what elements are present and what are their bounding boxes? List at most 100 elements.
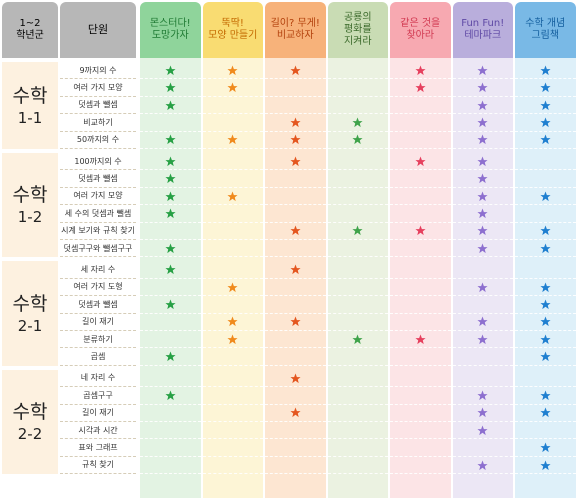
row-divider bbox=[390, 277, 451, 279]
row-divider bbox=[140, 78, 201, 80]
unit-name: 규칙 찾기 bbox=[82, 460, 114, 470]
row-divider bbox=[265, 239, 326, 240]
row-divider bbox=[515, 256, 576, 258]
row-divider bbox=[265, 403, 326, 405]
star-mark bbox=[477, 334, 488, 344]
product-header: 수학 개념 그림책 bbox=[515, 2, 576, 58]
row-divider bbox=[265, 256, 326, 258]
row-divider bbox=[265, 78, 326, 80]
star-mark bbox=[540, 299, 551, 309]
unit-name: 덧셈과 뺄셈 bbox=[78, 100, 118, 110]
term: 2-2 bbox=[17, 424, 43, 443]
row-divider bbox=[390, 421, 451, 422]
row-divider bbox=[265, 204, 326, 206]
star-mark bbox=[477, 407, 488, 418]
row-divider bbox=[515, 455, 576, 457]
product-header: 몬스터다! 도망가자 bbox=[140, 2, 201, 58]
row-divider bbox=[452, 330, 513, 331]
star-mark bbox=[227, 82, 238, 93]
row-divider bbox=[515, 295, 576, 297]
row-divider bbox=[140, 277, 201, 279]
row-divider bbox=[390, 386, 451, 388]
star-mark bbox=[540, 190, 551, 201]
unit-name: 길이 재기 bbox=[82, 408, 114, 418]
row-divider bbox=[265, 130, 326, 132]
star-mark bbox=[227, 65, 238, 75]
star-mark bbox=[352, 117, 363, 127]
row-divider bbox=[140, 403, 201, 405]
row-divider bbox=[140, 455, 201, 457]
unit-name: 시각과 시간 bbox=[78, 425, 118, 435]
grade-cell: 수학 1-1 bbox=[2, 62, 58, 149]
unit-name: 표와 그래프 bbox=[78, 443, 118, 453]
row-divider bbox=[202, 239, 263, 240]
star-mark bbox=[540, 225, 551, 236]
row-divider bbox=[515, 239, 576, 240]
row-divider bbox=[140, 312, 201, 314]
star-mark bbox=[290, 117, 301, 127]
unit-cell: 네 자리 수 bbox=[60, 369, 136, 388]
row-divider bbox=[327, 256, 388, 258]
row-divider bbox=[140, 239, 201, 240]
row-divider bbox=[515, 421, 576, 422]
unit-cell: 여러 가지 모양 bbox=[60, 79, 136, 97]
star-mark bbox=[540, 316, 551, 327]
star-mark bbox=[415, 156, 426, 166]
row-divider bbox=[202, 256, 263, 258]
star-mark bbox=[540, 82, 551, 93]
unit-cell: 시각과 시간 bbox=[60, 422, 136, 440]
row-divider bbox=[327, 277, 388, 279]
row-divider bbox=[265, 221, 326, 223]
star-mark bbox=[477, 208, 488, 218]
row-divider bbox=[390, 113, 451, 115]
row-divider bbox=[327, 455, 388, 457]
star-mark bbox=[477, 225, 488, 236]
subject: 수학 bbox=[12, 84, 48, 107]
star-mark bbox=[165, 82, 176, 93]
subject: 수학 bbox=[12, 184, 48, 207]
row-divider bbox=[327, 204, 388, 206]
row-divider bbox=[390, 204, 451, 206]
row-divider bbox=[202, 169, 263, 171]
row-divider bbox=[452, 295, 513, 297]
unit-cell: 100까지의 수 bbox=[60, 153, 136, 171]
row-divider bbox=[515, 347, 576, 349]
row-divider bbox=[140, 438, 201, 440]
row-divider bbox=[140, 113, 201, 115]
row-divider bbox=[515, 364, 576, 366]
product-header: 같은 것을 찾아라 bbox=[390, 2, 451, 58]
row-divider bbox=[390, 78, 451, 80]
unit-cell: 여러 가지 도형 bbox=[60, 278, 136, 297]
header-text: 뚝딱! bbox=[221, 18, 244, 29]
row-divider bbox=[202, 312, 263, 314]
unit-cell: 분류하기 bbox=[60, 331, 136, 349]
row-divider bbox=[327, 113, 388, 115]
row-divider bbox=[202, 204, 263, 206]
star-mark bbox=[540, 134, 551, 145]
row-divider bbox=[452, 130, 513, 132]
grade-cell: 수학 2-2 bbox=[2, 369, 58, 475]
unit-name: 비교하기 bbox=[83, 117, 113, 127]
row-divider bbox=[202, 148, 263, 149]
header-text: 지켜라 bbox=[343, 36, 372, 47]
row-divider bbox=[140, 169, 201, 171]
star-mark bbox=[165, 156, 176, 166]
star-mark bbox=[477, 156, 488, 166]
row-divider bbox=[390, 438, 451, 440]
row-divider bbox=[265, 421, 326, 422]
star-mark bbox=[165, 190, 176, 201]
star-mark bbox=[415, 82, 426, 93]
subject: 수학 bbox=[12, 400, 48, 423]
unit-cell: 시계 보기와 규칙 찾기 bbox=[60, 222, 136, 240]
row-divider bbox=[327, 221, 388, 223]
star-mark bbox=[540, 281, 551, 292]
row-divider bbox=[390, 330, 451, 331]
star-mark bbox=[290, 372, 301, 383]
unit-cell: 길이 재기 bbox=[60, 404, 136, 422]
unit-cell: 세 수의 덧셈과 뺄셈 bbox=[60, 205, 136, 223]
row-divider bbox=[515, 204, 576, 206]
product-header: 뚝딱! 모양 만들기 bbox=[202, 2, 263, 58]
row-divider bbox=[452, 347, 513, 349]
star-mark bbox=[227, 134, 238, 145]
star-mark bbox=[165, 243, 176, 253]
